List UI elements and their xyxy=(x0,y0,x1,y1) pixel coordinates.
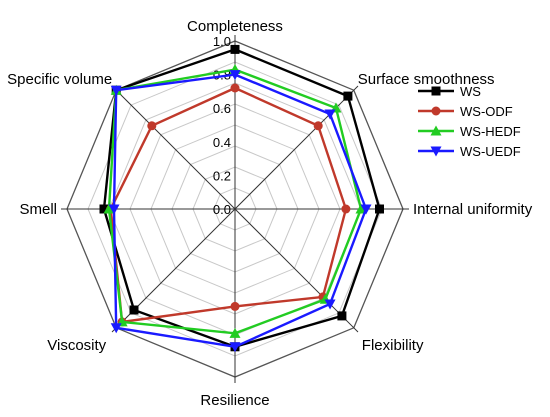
axis-tick-mark xyxy=(353,327,359,333)
data-point xyxy=(230,301,240,311)
legend-label: WS-UEDF xyxy=(460,144,521,159)
data-point xyxy=(337,311,347,321)
series-line xyxy=(102,48,381,349)
legend-label: WS xyxy=(460,84,481,99)
data-point xyxy=(229,342,241,353)
axis-label-resilience: Resilience xyxy=(200,392,269,409)
data-point xyxy=(360,204,372,215)
radar-series xyxy=(99,44,384,353)
legend-item-ws: WS xyxy=(418,84,481,99)
legend-item-ws-uedf: WS-UEDF xyxy=(418,144,521,159)
data-point xyxy=(108,204,120,215)
data-point xyxy=(341,204,351,214)
radial-tick-label: 0.2 xyxy=(213,168,231,183)
data-point xyxy=(430,125,442,136)
legend-label: WS-ODF xyxy=(460,104,513,119)
data-point xyxy=(110,85,122,96)
axis-label-surface-smoothness: Surface smoothness xyxy=(358,71,495,88)
data-point xyxy=(103,203,115,214)
axis-tick-mark xyxy=(353,85,359,91)
series-ws-uedf xyxy=(108,70,372,353)
data-point xyxy=(431,106,441,116)
axis-label-flexibility: Flexibility xyxy=(362,337,424,354)
data-point xyxy=(355,203,367,214)
data-point xyxy=(129,305,139,315)
data-point xyxy=(375,204,384,214)
legend-item-ws-odf: WS-ODF xyxy=(418,104,513,119)
data-point xyxy=(343,91,353,101)
data-point xyxy=(431,86,441,96)
data-point xyxy=(110,323,122,334)
axis-label-specific-volume: Specific volume xyxy=(7,71,112,88)
radial-tick-label: 0.0 xyxy=(213,202,231,217)
axis-label-smell: Smell xyxy=(19,201,57,218)
legend: WS WS-ODF WS-HEDF WS-UEDF xyxy=(418,84,521,159)
radial-tick-label: 1.0 xyxy=(213,34,231,49)
data-point xyxy=(229,70,241,81)
data-point xyxy=(147,121,157,131)
axis-spoke xyxy=(234,208,355,329)
data-point xyxy=(99,204,109,214)
axis-label-viscosity: Viscosity xyxy=(47,337,106,354)
axis-label-internal-uniformity: Internal uniformity xyxy=(413,201,533,218)
legend-label: WS-HEDF xyxy=(460,124,521,139)
legend-item-ws-hedf: WS-HEDF xyxy=(418,124,521,139)
axis-spoke xyxy=(115,89,236,210)
axis-labels: Completeness Surface smoothness Internal u… xyxy=(7,18,533,409)
radial-tick-labels: 0.00.20.40.60.81.0 xyxy=(213,34,231,217)
radial-tick-label: 0.6 xyxy=(213,101,231,116)
data-point xyxy=(230,83,240,93)
data-point xyxy=(313,121,323,131)
data-point xyxy=(230,44,240,54)
data-point xyxy=(324,299,336,310)
radial-tick-label: 0.4 xyxy=(213,135,231,150)
axis-label-completeness: Completeness xyxy=(187,18,283,35)
data-point xyxy=(430,146,442,157)
data-point xyxy=(229,327,241,338)
data-point xyxy=(324,109,336,120)
